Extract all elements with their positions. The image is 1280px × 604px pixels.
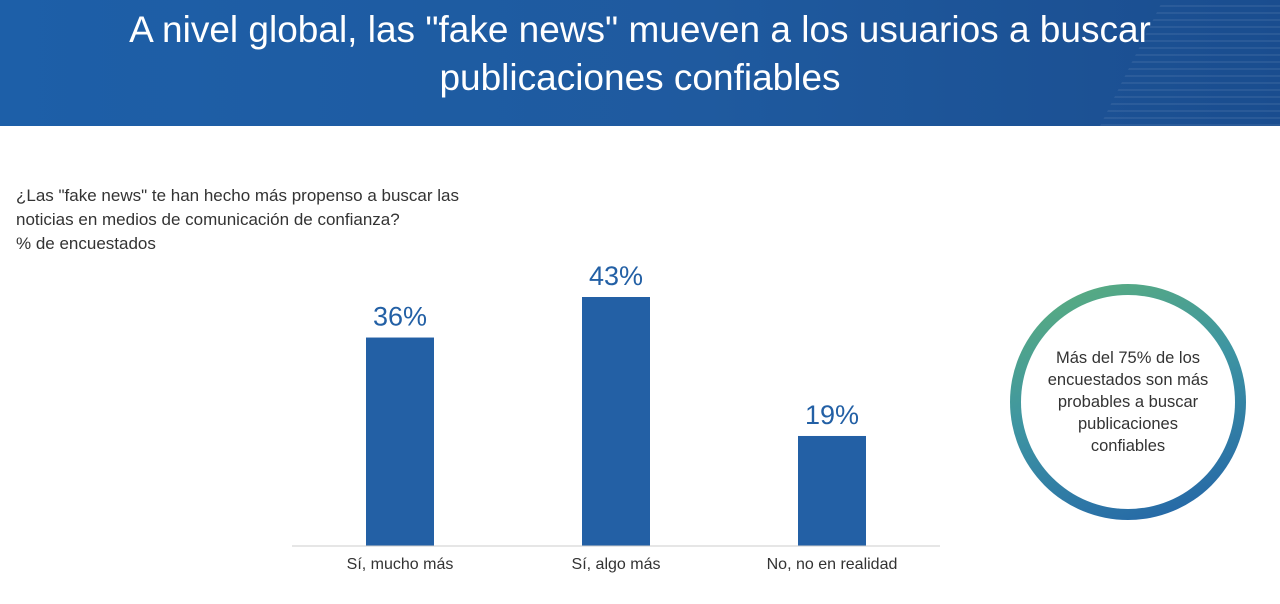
category-label-1: Sí, mucho más xyxy=(347,556,454,573)
page-title: A nivel global, las "fake news" mueven a… xyxy=(129,9,1151,98)
question-unit: % de encuestados xyxy=(16,234,156,253)
bar-1 xyxy=(366,337,434,546)
data-label-3: 19% xyxy=(805,400,859,430)
bar-3 xyxy=(798,435,866,546)
question-line-2: noticias en medios de comunicación de co… xyxy=(16,210,400,229)
data-label-1: 36% xyxy=(373,302,427,332)
category-label-2: Sí, algo más xyxy=(572,556,661,573)
callout-ring: Más del 75% de los encuestados son más p… xyxy=(1010,284,1246,520)
bar-2 xyxy=(582,297,650,546)
callout-circle: Más del 75% de los encuestados son más p… xyxy=(1021,295,1235,509)
question-line-1: ¿Las "fake news" te han hecho más propen… xyxy=(16,186,459,205)
chart-question: ¿Las "fake news" te han hecho más propen… xyxy=(16,184,556,256)
category-label-3: No, no en realidad xyxy=(767,556,898,573)
data-label-2: 43% xyxy=(589,261,643,291)
callout-text: Más del 75% de los encuestados son más p… xyxy=(1047,349,1209,455)
header-banner: A nivel global, las "fake news" mueven a… xyxy=(0,0,1280,126)
